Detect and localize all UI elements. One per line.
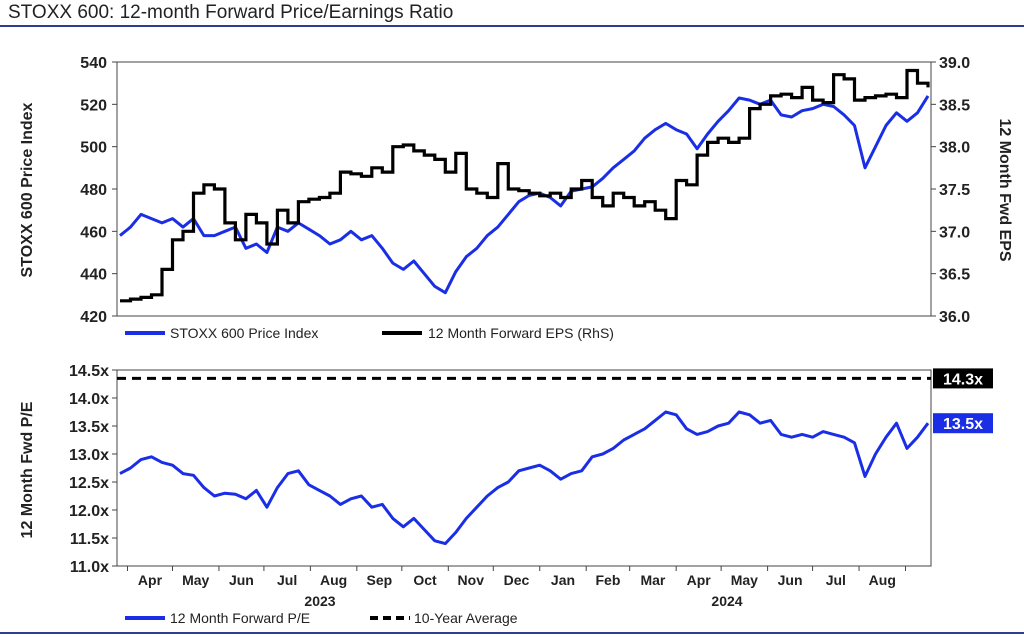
x-tick-label: Dec xyxy=(504,572,530,588)
bottom-plot-frame xyxy=(116,369,932,567)
y-tick-label: 11.0x xyxy=(70,559,109,576)
y-tick-label: 12.0x xyxy=(69,503,109,520)
y-right-tick-label: 37.0 xyxy=(939,224,970,241)
y-tick-label: 14.0x xyxy=(69,391,109,408)
legend-label-pe: 12 Month Forward P/E xyxy=(170,610,310,626)
bottom-series-group xyxy=(117,376,931,546)
top-right-axis-label: 12 Month Fwd EPS xyxy=(996,118,1013,261)
y-right-tick-label: 38.0 xyxy=(939,140,970,157)
x-tick-label: Nov xyxy=(458,572,485,588)
y-right-tick-label: 36.0 xyxy=(939,309,970,326)
x-tick-label: Jun xyxy=(229,572,254,588)
legend-label-price: STOXX 600 Price Index xyxy=(170,325,318,341)
y-right-tick-label: 38.5 xyxy=(939,97,970,114)
y-tick-label: 14.5x xyxy=(69,363,109,380)
bottom-legend: 12 Month Forward P/E 10-Year Average xyxy=(125,610,518,626)
y-tick-label: 460 xyxy=(80,224,107,241)
top-chart: 420 440 460 480 500 520 540 36.0 36.5 37.0 37.5 38… xyxy=(19,55,1013,326)
bottom-chart: 11.0x 11.5x 12.0x 12.5x 13.0x 13.5x 14.0x 14.5x… xyxy=(19,363,993,609)
bottom-left-axis-label: 12 Month Fwd P/E xyxy=(19,401,36,538)
y-tick-label: 480 xyxy=(80,182,107,199)
y-tick-label: 440 xyxy=(80,267,107,284)
x-tick-label: May xyxy=(731,572,758,588)
footer-rule xyxy=(0,632,1024,634)
x-tick-label: Aug xyxy=(320,572,347,588)
y-tick-label: 540 xyxy=(80,55,107,72)
y-right-tick-label: 37.5 xyxy=(939,182,970,199)
bottom-left-axis: 11.0x 11.5x 12.0x 12.5x 13.0x 13.5x 14.0x 14.5x xyxy=(69,363,117,576)
pe-value-tag: 13.5x xyxy=(943,416,983,433)
x-tick-label: Aug xyxy=(869,572,896,588)
x-tick-label: Jan xyxy=(551,572,575,588)
y-tick-label: 12.5x xyxy=(69,475,109,492)
bottom-value-tags: 14.3x 13.5x xyxy=(933,368,993,434)
series-line-forward-pe xyxy=(119,410,930,546)
x-tick-label: Oct xyxy=(413,572,437,588)
top-legend: STOXX 600 Price Index 12 Month Forward E… xyxy=(125,325,614,341)
x-tick-label: Jul xyxy=(826,572,846,588)
legend-label-eps: 12 Month Forward EPS (RhS) xyxy=(428,325,614,341)
avg-value-tag: 14.3x xyxy=(943,371,983,388)
y-tick-label: 500 xyxy=(80,140,107,157)
series-line-price-index xyxy=(119,95,930,295)
x-tick-label: May xyxy=(182,572,209,588)
x-tick-label: Feb xyxy=(596,572,621,588)
y-tick-label: 420 xyxy=(80,309,107,326)
x-tick-label: Apr xyxy=(138,572,163,588)
x-tick-label: Apr xyxy=(687,572,712,588)
x-tick-label: Mar xyxy=(640,572,665,588)
y-tick-label: 13.5x xyxy=(69,419,109,436)
top-series-group xyxy=(119,68,930,303)
bottom-x-axis: Apr May Jun Jul Aug Sep Oct Nov Dec Jan Feb Mar Apr M… xyxy=(126,566,907,588)
title-rule xyxy=(0,25,1024,27)
page-title: STOXX 600: 12-month Forward Price/Earnin… xyxy=(8,2,454,23)
top-plot-frame xyxy=(116,61,932,317)
avg-value-tag-bg xyxy=(933,368,993,389)
series-line-forward-eps xyxy=(120,68,930,303)
y-right-tick-label: 39.0 xyxy=(939,55,970,72)
x-tick-label: Jul xyxy=(277,572,297,588)
top-right-axis: 36.0 36.5 37.0 37.5 38.0 38.5 39.0 xyxy=(931,55,970,326)
pe-value-tag-bg xyxy=(933,413,993,434)
year-label-2023: 2023 xyxy=(304,593,335,609)
legend-label-avg: 10-Year Average xyxy=(414,610,518,626)
y-tick-label: 13.0x xyxy=(69,447,109,464)
x-tick-label: Sep xyxy=(366,572,392,588)
y-right-tick-label: 36.5 xyxy=(939,267,970,284)
top-left-axis: 420 440 460 480 500 520 540 xyxy=(80,55,117,326)
top-left-axis-label: STOXX 600 Price Index xyxy=(19,102,36,277)
year-label-2024: 2024 xyxy=(711,593,742,609)
y-tick-label: 11.5x xyxy=(70,531,109,548)
x-tick-label: Jun xyxy=(778,572,803,588)
y-tick-label: 520 xyxy=(80,97,107,114)
